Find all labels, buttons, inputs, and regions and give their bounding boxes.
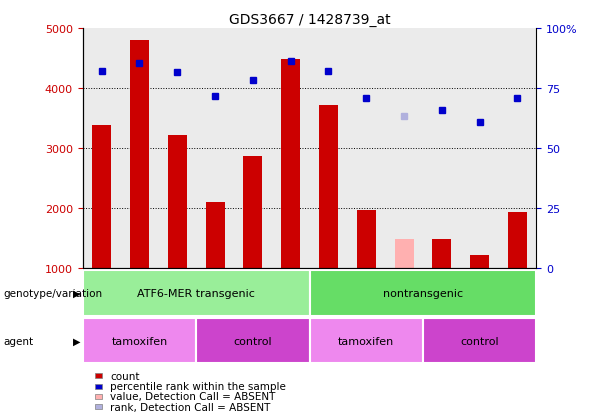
Bar <box>243 157 262 268</box>
Bar <box>83 271 310 316</box>
Bar <box>319 106 338 268</box>
Bar <box>432 239 451 268</box>
Bar <box>92 126 111 268</box>
Text: ▶: ▶ <box>73 288 80 298</box>
Bar <box>281 59 300 268</box>
Bar <box>348 29 385 268</box>
Bar <box>310 271 536 316</box>
Bar <box>83 29 121 268</box>
Text: tamoxifen: tamoxifen <box>338 336 394 346</box>
Text: agent: agent <box>3 336 33 346</box>
Bar <box>121 29 158 268</box>
Bar <box>196 318 310 363</box>
Bar <box>395 239 414 268</box>
Text: ▶: ▶ <box>73 336 80 346</box>
Text: percentile rank within the sample: percentile rank within the sample <box>110 381 286 391</box>
Text: control: control <box>234 336 272 346</box>
Bar <box>357 211 376 268</box>
Bar <box>158 29 196 268</box>
Bar <box>508 212 527 268</box>
Bar <box>205 202 224 268</box>
Bar <box>130 41 149 268</box>
Text: rank, Detection Call = ABSENT: rank, Detection Call = ABSENT <box>110 402 271 412</box>
Text: count: count <box>110 371 140 381</box>
Bar <box>310 29 348 268</box>
Bar <box>470 256 489 268</box>
Bar <box>423 29 461 268</box>
Bar <box>168 135 187 268</box>
Bar <box>196 29 234 268</box>
Bar <box>498 29 536 268</box>
Text: genotype/variation: genotype/variation <box>3 288 102 298</box>
Bar <box>83 318 196 363</box>
Bar <box>385 29 423 268</box>
Bar <box>310 318 423 363</box>
Bar <box>234 29 272 268</box>
Title: GDS3667 / 1428739_at: GDS3667 / 1428739_at <box>229 12 390 26</box>
Text: nontransgenic: nontransgenic <box>383 288 463 298</box>
Bar <box>272 29 310 268</box>
Text: value, Detection Call = ABSENT: value, Detection Call = ABSENT <box>110 392 276 401</box>
Text: ATF6-MER transgenic: ATF6-MER transgenic <box>137 288 255 298</box>
Text: control: control <box>460 336 499 346</box>
Bar <box>461 29 498 268</box>
Text: tamoxifen: tamoxifen <box>112 336 167 346</box>
Bar <box>423 318 536 363</box>
